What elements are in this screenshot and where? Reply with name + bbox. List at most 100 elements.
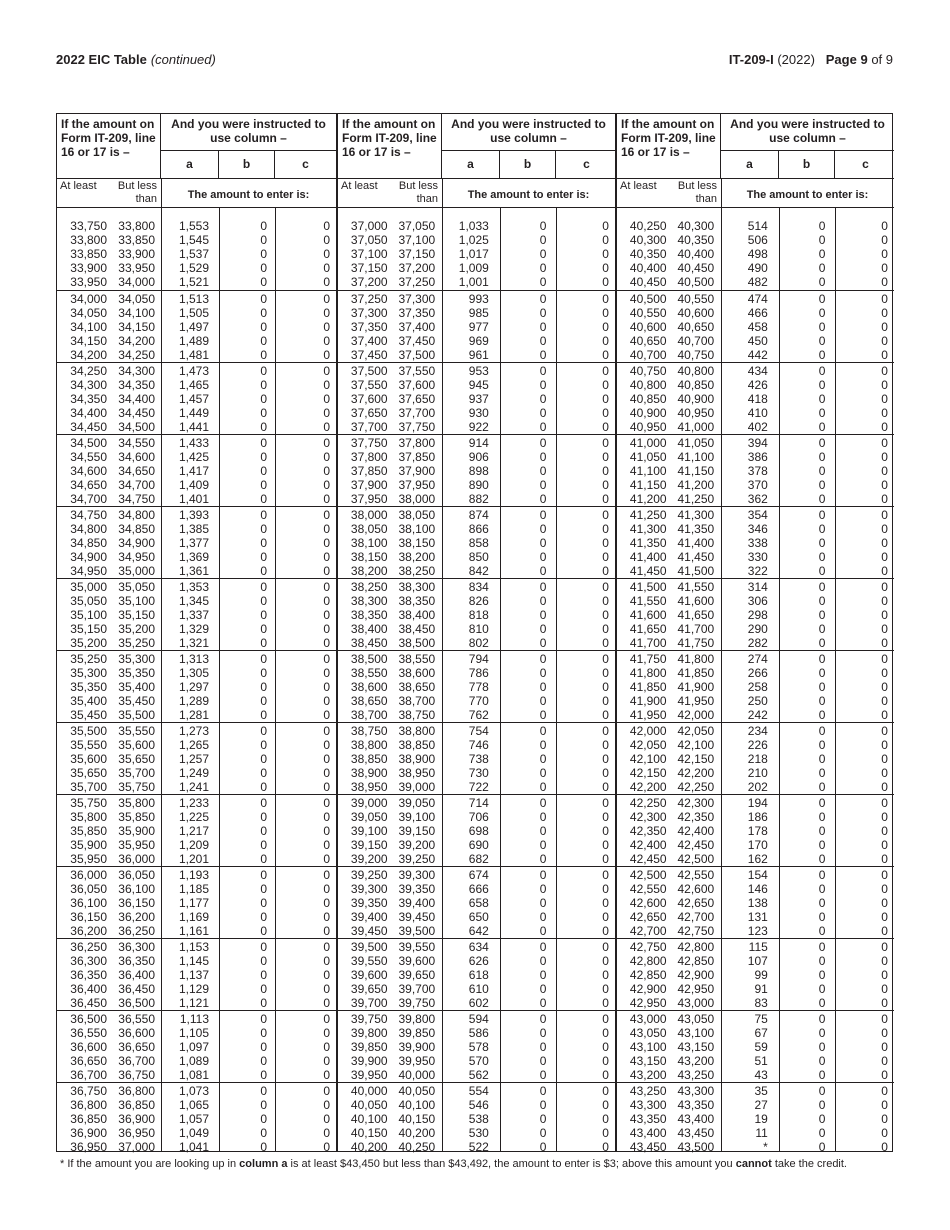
but-less-than-cell: 43,350 [677, 1098, 715, 1112]
column-c-cell: 0 [323, 406, 330, 420]
but-less-than-cell: 40,600 [677, 306, 715, 320]
table-row: 39,050 39,100 706 0 0 [338, 810, 615, 824]
but-less-than-cell: 36,300 [118, 940, 155, 954]
column-b-cell: 0 [260, 1112, 267, 1126]
column-b-cell: 0 [260, 464, 267, 478]
column-c-cell: 0 [323, 478, 330, 492]
column-b-cell: 0 [818, 810, 826, 824]
column-c-cell: 0 [323, 1084, 330, 1098]
column-c-cell: 0 [881, 766, 888, 780]
table-row: 39,850 39,900 578 0 0 [338, 1040, 615, 1054]
at-least-cell: 42,350 [629, 824, 667, 838]
at-least-cell: 33,750 [70, 219, 107, 233]
at-least-cell: 42,400 [629, 838, 667, 852]
but-less-than-cell: 42,050 [677, 724, 715, 738]
but-less-than-cell: 39,300 [398, 868, 436, 882]
column-b-cell: 0 [818, 536, 826, 550]
table-row: 41,550 41,600 306 0 0 [617, 594, 894, 608]
column-a-cell: 338 [747, 536, 768, 550]
at-least-cell: 35,450 [70, 708, 107, 722]
but-less-than-cell: 40,950 [677, 406, 715, 420]
but-less-than-cell: 37,550 [398, 364, 436, 378]
column-b-cell: 0 [260, 450, 267, 464]
table-row: 37,050 37,100 1,025 0 0 [338, 233, 615, 247]
column-b-cell: 0 [539, 580, 547, 594]
row-group: 40,250 40,300 514 0 0 40,300 40,350 506 0 0 40,350… [617, 208, 894, 290]
table-row: 37,350 37,400 977 0 0 [338, 320, 615, 334]
amount-to-enter-label: The amount to enter is: [187, 189, 310, 201]
column-c-cell: 0 [881, 910, 888, 924]
column-b-cell: 0 [260, 334, 267, 348]
column-b-cell: 0 [818, 364, 826, 378]
column-c-cell: 0 [323, 261, 330, 275]
column-a-cell: 1,001 [458, 275, 489, 289]
row-group: 42,250 42,300 194 0 0 42,300 42,350 186 0 0 42,350… [617, 794, 894, 866]
column-c-cell: 0 [602, 1040, 609, 1054]
column-a-cell: 1,049 [178, 1126, 209, 1140]
at-least-cell: 41,750 [629, 652, 667, 666]
but-less-than-cell: 36,450 [118, 982, 155, 996]
but-less-than-label: But less than [398, 180, 438, 205]
column-a-cell: 59 [754, 1040, 768, 1054]
at-least-cell: 34,250 [70, 364, 107, 378]
but-less-than-cell: 35,600 [118, 738, 155, 752]
column-c-cell: 0 [323, 982, 330, 996]
column-c-cell: 0 [881, 536, 888, 550]
column-a-cell: 1,489 [178, 334, 209, 348]
column-b-cell: 0 [539, 882, 547, 896]
amount-to-enter-label: The amount to enter is: [467, 189, 590, 201]
column-a-cell: 234 [747, 724, 768, 738]
table-row: 40,150 40,200 530 0 0 [338, 1126, 615, 1140]
column-c-cell: 0 [881, 594, 888, 608]
table-row: 39,900 39,950 570 0 0 [338, 1054, 615, 1068]
table-row: 41,900 41,950 250 0 0 [617, 694, 894, 708]
at-least-cell: 40,650 [629, 334, 667, 348]
column-c-cell: 0 [602, 292, 609, 306]
column-c-cell: 0 [602, 492, 609, 506]
at-least-label: At least [620, 180, 657, 192]
but-less-than-cell: 34,650 [118, 464, 155, 478]
at-least-cell: 37,250 [350, 292, 388, 306]
column-c-cell: 0 [602, 564, 609, 578]
table-row: 42,700 42,750 123 0 0 [617, 924, 894, 938]
column-b-cell: 0 [539, 1112, 547, 1126]
at-least-cell: 36,150 [70, 910, 107, 924]
row-group: 42,000 42,050 234 0 0 42,050 42,100 226 0 0 42,100… [617, 722, 894, 794]
column-c-cell: 0 [602, 1112, 609, 1126]
column-c-cell: 0 [881, 406, 888, 420]
but-less-than-cell: 36,100 [118, 882, 155, 896]
at-least-cell: 41,250 [629, 508, 667, 522]
at-least-cell: 37,700 [350, 420, 388, 434]
but-less-than-cell: 42,300 [677, 796, 715, 810]
column-c-cell: 0 [602, 522, 609, 536]
column-c-cell: 0 [602, 796, 609, 810]
but-less-than-cell: 39,850 [398, 1026, 436, 1040]
at-least-cell: 35,050 [70, 594, 107, 608]
amount-to-enter-label: The amount to enter is: [746, 189, 869, 201]
column-b-cell: 0 [539, 420, 547, 434]
column-b-cell: 0 [818, 738, 826, 752]
column-b-cell: 0 [818, 219, 826, 233]
but-less-than-cell: 35,500 [118, 708, 155, 722]
column-c-cell: 0 [602, 464, 609, 478]
column-b-cell: 0 [539, 940, 547, 954]
but-less-than-cell: 41,450 [677, 550, 715, 564]
column-c-cell: 0 [881, 796, 888, 810]
table-row: 34,450 34,500 1,441 0 0 [57, 420, 336, 434]
column-c-cell: 0 [881, 810, 888, 824]
column-c-cell: 0 [881, 868, 888, 882]
column-b-cell: 0 [260, 1098, 267, 1112]
but-less-than-cell: 42,850 [677, 954, 715, 968]
column-b-cell: 0 [539, 838, 547, 852]
at-least-cell: 43,350 [629, 1112, 667, 1126]
row-group: 35,000 35,050 1,353 0 0 35,050 35,100 1,345 0 0 35… [57, 578, 336, 650]
column-b-cell: 0 [260, 680, 267, 694]
but-less-than-cell: 39,500 [398, 924, 436, 938]
table-row: 43,150 43,200 51 0 0 [617, 1054, 894, 1068]
but-less-than-cell: 41,650 [677, 608, 715, 622]
column-b-cell: 0 [539, 219, 547, 233]
but-less-than-cell: 37,100 [398, 233, 436, 247]
column-b-cell: 0 [539, 1012, 547, 1026]
column-a-cell: 634 [468, 940, 489, 954]
column-b-cell: 0 [539, 968, 547, 982]
